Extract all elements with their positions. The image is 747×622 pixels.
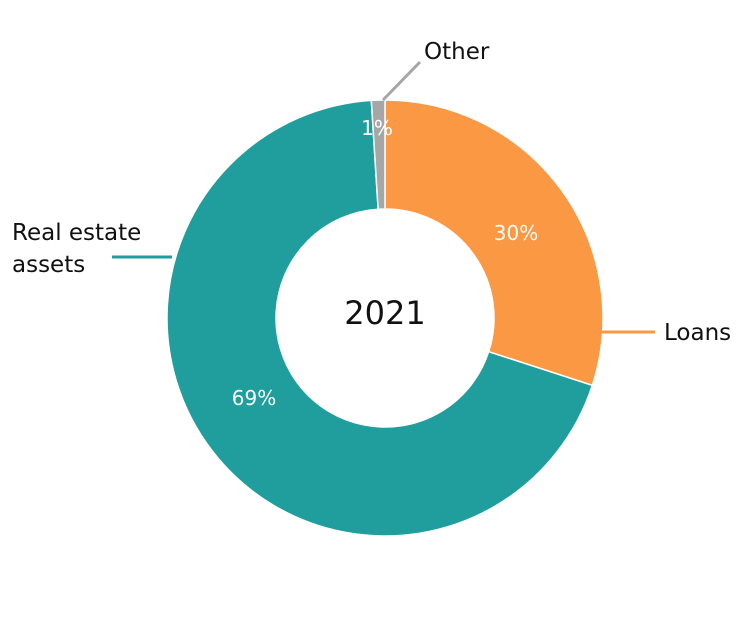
center-year-label: 2021 (344, 294, 425, 332)
slice-value-label: 69% (232, 386, 276, 410)
category-label: assets (12, 252, 85, 278)
category-label: Loans (664, 320, 731, 346)
category-label: Real estate (12, 220, 141, 246)
leader-line (381, 60, 422, 102)
category-label: Other (424, 39, 490, 65)
donut-slices (166, 99, 604, 537)
slice-real-estate-assets (166, 99, 594, 537)
slice-value-label: 30% (494, 221, 538, 245)
slice-other (370, 99, 386, 211)
slice-value-label: 1% (361, 116, 393, 140)
slice-loans (384, 99, 604, 387)
category-labels: Loans Real estate assets Other (12, 39, 731, 346)
leader-lines (112, 60, 655, 334)
slice-labels: 30% 69% 1% (232, 116, 538, 410)
